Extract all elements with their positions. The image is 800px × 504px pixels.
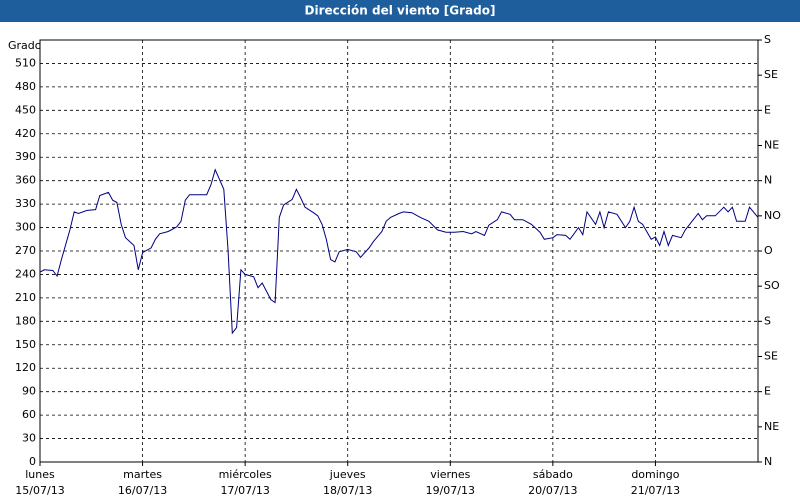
y2-tick-label: S: [764, 314, 771, 327]
y-tick-label: 180: [15, 314, 36, 327]
y2-tick-label: SE: [764, 68, 778, 81]
y2-tick-label: E: [764, 385, 771, 398]
y-tick-label: 240: [15, 267, 36, 280]
y-tick-label: 330: [15, 197, 36, 210]
x-tick-date: 21/07/13: [631, 484, 680, 497]
y-tick-label: 420: [15, 127, 36, 140]
y-tick-label: 300: [15, 221, 36, 234]
y2-tick-label: SO: [764, 279, 780, 292]
y-tick-label: 60: [22, 408, 36, 421]
y-tick-label: 450: [15, 103, 36, 116]
x-tick-date: 15/07/13: [15, 484, 64, 497]
y2-tick-label: S: [764, 33, 771, 46]
x-tick-label: martes: [123, 468, 162, 481]
y2-tick-label: NE: [764, 139, 779, 152]
y-tick-label: 90: [22, 385, 36, 398]
y-tick-label: 360: [15, 174, 36, 187]
y-tick-label: 0: [29, 455, 36, 468]
y-tick-label: 480: [15, 80, 36, 93]
y-tick-label: 120: [15, 361, 36, 374]
x-tick-label: domingo: [631, 468, 679, 481]
y2-tick-label: O: [764, 244, 773, 257]
data-line: [39, 168, 759, 335]
y2-tick-label: N: [764, 174, 772, 187]
x-tick-label: viernes: [430, 468, 470, 481]
x-tick-label: sábado: [533, 468, 573, 481]
y-tick-label: 390: [15, 150, 36, 163]
x-tick-date: 16/07/13: [118, 484, 167, 497]
x-tick-date: 20/07/13: [528, 484, 577, 497]
y2-tick-label: N: [764, 455, 772, 468]
y2-tick-label: SE: [764, 350, 778, 363]
y-tick-label: 510: [15, 56, 36, 69]
plot-area: [39, 39, 759, 463]
y2-tick-label: NE: [764, 420, 779, 433]
chart-title: Dirección del viento [Grado]: [305, 4, 496, 18]
y-tick-label: 150: [15, 338, 36, 351]
y-tick-label: 270: [15, 244, 36, 257]
x-tick-date: 19/07/13: [426, 484, 475, 497]
y2-tick-label: E: [764, 103, 771, 116]
title-bar: [0, 0, 800, 22]
y2-tick-label: NO: [764, 209, 781, 222]
x-tick-date: 17/07/13: [220, 484, 269, 497]
x-tick-label: lunes: [25, 468, 55, 481]
y-tick-label: 210: [15, 291, 36, 304]
x-tick-label: miércoles: [219, 468, 272, 481]
y-axis-label: Grado: [8, 39, 42, 52]
x-tick-date: 18/07/13: [323, 484, 372, 497]
y-tick-label: 30: [22, 432, 36, 445]
x-tick-label: jueves: [329, 468, 366, 481]
